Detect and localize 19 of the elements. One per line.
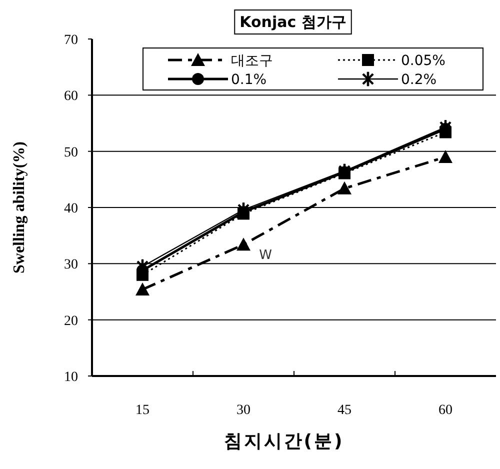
x-tick-label: 45 — [338, 403, 352, 418]
legend-label: 0.1% — [231, 72, 267, 88]
y-tick-label: 70 — [64, 33, 78, 48]
x-tick-label: 60 — [438, 403, 452, 418]
y-tick-label: 60 — [64, 89, 78, 104]
chart-title: Konjac 첨가구 — [240, 13, 346, 31]
y-tick-label: 10 — [64, 370, 78, 385]
x-tick-label: 30 — [236, 403, 250, 418]
legend-label: 0.05% — [401, 53, 446, 69]
y-tick-label: 30 — [64, 258, 78, 273]
legend-label: 대조구 — [231, 53, 273, 69]
y-axis-title: Swelling ability(%) — [11, 141, 28, 274]
y-tick-label: 40 — [64, 202, 78, 216]
annotation: W — [259, 248, 272, 264]
x-tick-label: 15 — [136, 403, 150, 418]
y-tick-label: 50 — [64, 145, 78, 160]
legend-label: 0.2% — [401, 72, 437, 88]
y-tick-label: 20 — [64, 314, 78, 329]
x-axis-title: 침지시간(분) — [224, 431, 344, 452]
